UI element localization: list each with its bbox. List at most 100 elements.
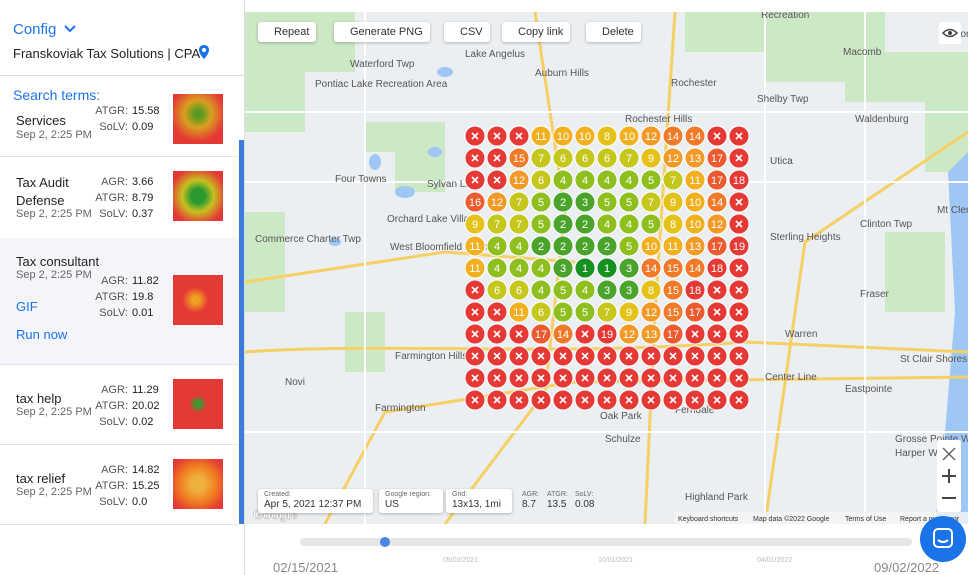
rank-cell: [596, 213, 618, 235]
no-rank-icon: [691, 330, 699, 338]
timeline-mark: 05/03/2021: [443, 557, 479, 564]
rank-cell: [684, 301, 706, 323]
no-rank-icon: [515, 132, 523, 140]
rank-cell: [662, 235, 684, 257]
zoom-controls[interactable]: [937, 440, 961, 512]
rank-cell: [640, 235, 662, 257]
info-value: 13x13, 1mi: [452, 499, 501, 510]
term-name: tax relief: [16, 471, 66, 486]
map-label: Waterford Twp: [350, 59, 415, 70]
timeline-track[interactable]: [300, 538, 912, 546]
metric: AGR: 3.66: [101, 175, 160, 190]
no-rank-icon: [581, 352, 589, 360]
rank-cell: [706, 235, 728, 257]
rank-value: 5: [648, 219, 654, 231]
map-label: Mt Clemens: [937, 205, 968, 216]
no-rank-icon: [735, 154, 743, 162]
rank-value: 3: [560, 263, 566, 275]
rank-cell: [684, 147, 706, 169]
divider: [0, 75, 244, 76]
rank-value: 11: [689, 175, 700, 187]
info-label: Grid:: [452, 491, 468, 498]
rank-value: 6: [516, 285, 522, 297]
rank-cell: [706, 191, 728, 213]
toolbar-button[interactable]: Copy link: [502, 22, 571, 42]
map-label: Center Line: [765, 372, 817, 383]
map[interactable]: RecreationStony Creek MetroparkWaterford…: [245, 12, 968, 524]
rank-cell: [574, 257, 596, 279]
no-rank-icon: [691, 352, 699, 360]
rank-cell: [662, 323, 684, 345]
rank-cell: [552, 191, 574, 213]
rank-cell: [508, 301, 530, 323]
no-rank-icon: [603, 352, 611, 360]
no-rank-icon: [735, 264, 743, 272]
rank-value: 14: [689, 263, 701, 275]
metric-value: 11.29: [132, 384, 159, 396]
info-label: ATGR:: [547, 491, 568, 498]
rank-value: 17: [711, 153, 723, 165]
metric: SoLV: 0.37: [99, 207, 160, 222]
no-rank-icon: [735, 374, 743, 382]
rank-value: 7: [516, 197, 522, 209]
parks: [245, 12, 968, 372]
no-rank-icon: [493, 396, 501, 404]
rank-cell: [662, 257, 684, 279]
rank-cell: [574, 279, 596, 301]
timeline-handle[interactable]: [380, 537, 390, 547]
rank-value: 5: [626, 241, 632, 253]
rank-value: 11: [469, 263, 480, 275]
map-label: Utica: [770, 156, 793, 167]
no-rank-icon: [625, 352, 633, 360]
no-rank-icon: [603, 396, 611, 404]
rank-value: 3: [626, 285, 632, 297]
term-name: Tax Audit Defense: [16, 175, 69, 208]
no-rank-icon: [647, 396, 655, 404]
info-item: Created: Apr 5, 2021 12:37 PM: [258, 489, 373, 513]
term-action[interactable]: Run now: [16, 327, 68, 342]
chevron[interactable]: [64, 24, 76, 34]
term-action[interactable]: GIF: [16, 299, 38, 314]
map-label: Shelby Twp: [757, 94, 809, 105]
rank-value: 5: [538, 219, 544, 231]
toolbar-button[interactable]: CSV: [444, 22, 490, 42]
rank-cell: [464, 191, 486, 213]
term-item[interactable]: Tax consultant Sep 2, 2:25 PM AGR: 11.82 ATG…: [0, 238, 238, 365]
config-title[interactable]: Config: [13, 21, 57, 38]
rank-value: 10: [557, 131, 569, 143]
rank-value: 5: [560, 307, 566, 319]
no-rank-icon: [713, 374, 721, 382]
rank-cell: [662, 169, 684, 191]
term-item[interactable]: tax help Sep 2, 2:25 PM AGR: 11.29 ATGR: 20.0…: [0, 364, 238, 445]
rank-value: 17: [667, 329, 679, 341]
map-label: Macomb: [843, 47, 882, 58]
no-rank-icon: [559, 374, 567, 382]
info-value: 13.5: [547, 499, 567, 510]
heatmap-thumbnail: [173, 94, 223, 144]
toolbar-button[interactable]: Repeat: [258, 22, 317, 42]
term-item[interactable]: Tax Audit Defense Sep 2, 2:25 PM AGR: 3.66 A…: [0, 156, 238, 239]
no-rank-icon: [493, 374, 501, 382]
metric: SoLV: 0.09: [99, 120, 160, 135]
rank-cell: [464, 235, 486, 257]
no-rank-icon: [493, 132, 501, 140]
rank-cell: [530, 147, 552, 169]
rank-cell: [552, 169, 574, 191]
metric: AGR: 11.29: [101, 383, 160, 398]
toolbar-button[interactable]: Delete: [586, 22, 641, 42]
info-item: Google region: US: [379, 489, 443, 513]
rank-value: 4: [582, 175, 588, 187]
map-label: Warren: [785, 329, 817, 340]
chat-button[interactable]: [920, 516, 966, 562]
metric-value: 8.79: [132, 192, 154, 204]
rank-value: 17: [711, 175, 723, 187]
no-rank-icon: [515, 330, 523, 338]
map-label: Schulze: [605, 434, 641, 445]
rank-cell: [552, 147, 574, 169]
toolbar-button[interactable]: Generate PNG: [334, 22, 430, 42]
term-item[interactable]: tax relief Sep 2, 2:25 PM AGR: 14.82 ATGR: 15…: [0, 444, 238, 525]
map-label: Novi: [285, 377, 305, 388]
rank-value: 14: [711, 197, 723, 209]
term-item[interactable]: Services Sep 2, 2:25 PM ATGR: 15.58 SoLV: 0.0…: [0, 94, 238, 157]
no-rank-icon: [713, 352, 721, 360]
